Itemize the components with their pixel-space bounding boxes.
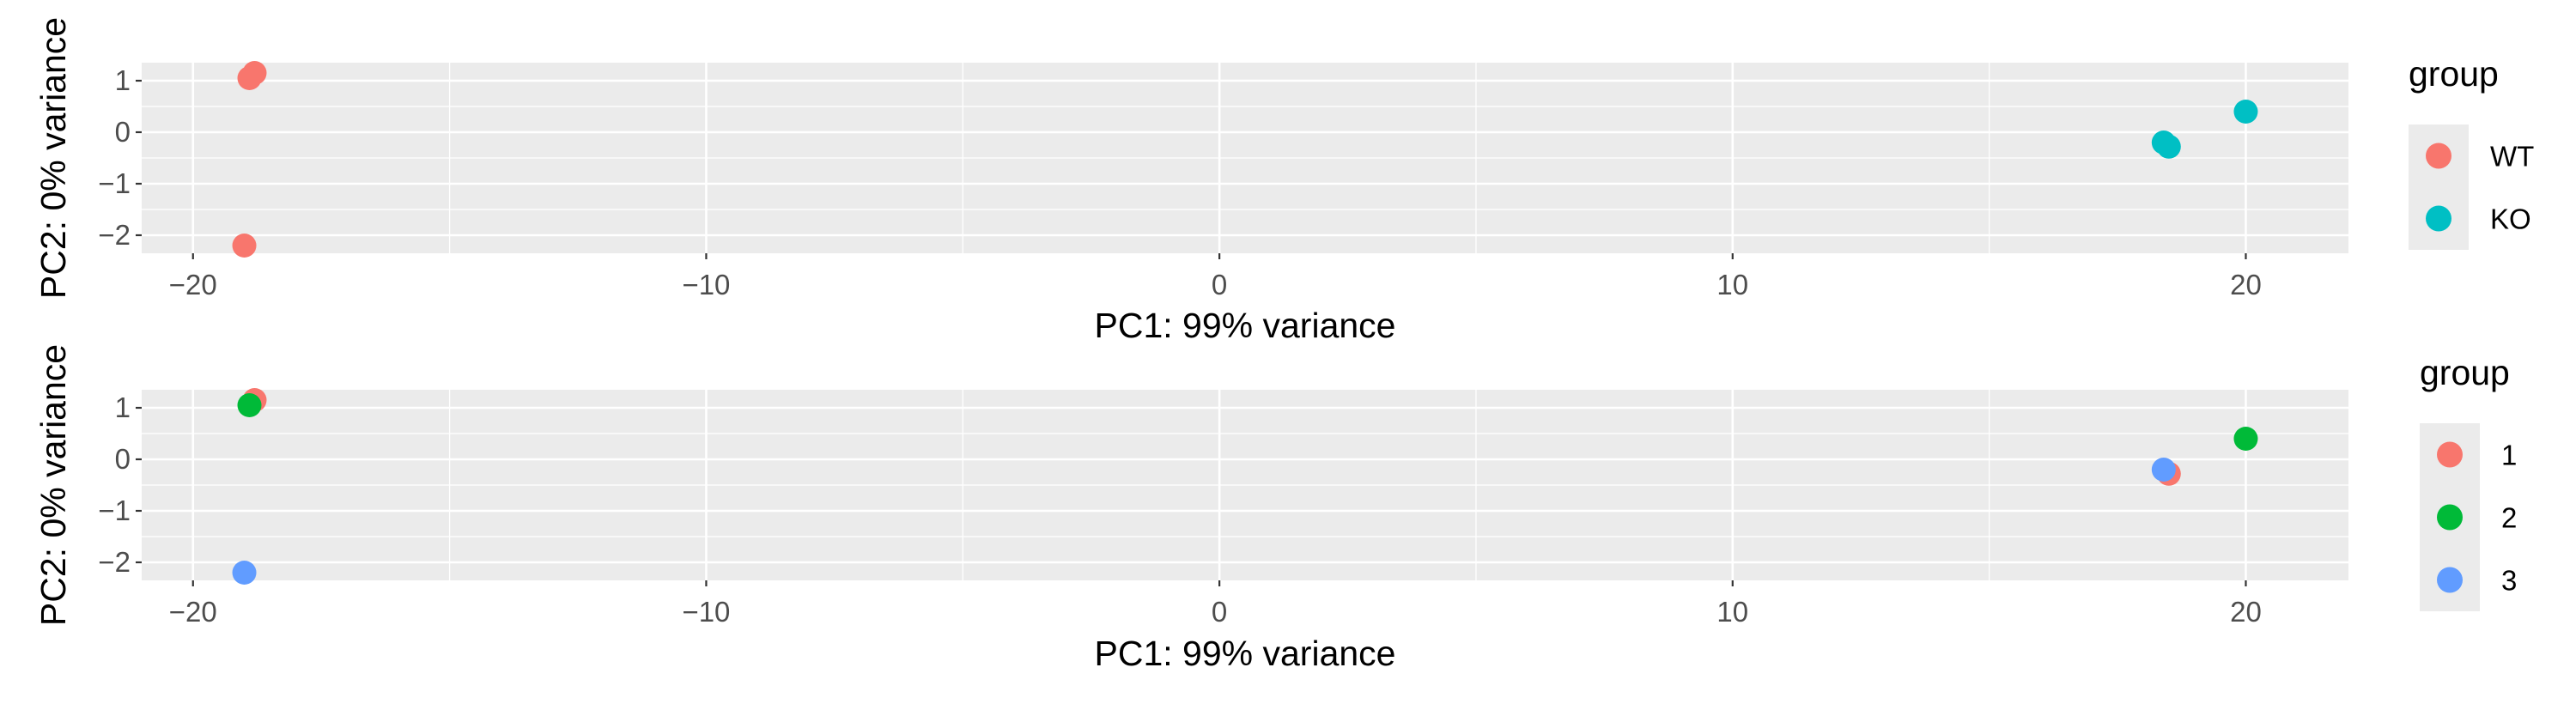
x-tick-label: 20 — [2230, 269, 2262, 300]
x-tick-label: −20 — [169, 269, 217, 300]
legend-key-2 — [2437, 504, 2463, 531]
y-tick-label: 0 — [115, 443, 131, 475]
legend-key-1 — [2437, 441, 2463, 468]
legend-title: group — [2420, 353, 2510, 392]
y-tick-label: −2 — [98, 546, 131, 578]
legend-key-3 — [2437, 567, 2463, 593]
data-point-ko — [2156, 134, 2181, 159]
x-tick-label: −10 — [682, 596, 730, 628]
x-tick-label: 0 — [1212, 269, 1227, 300]
legend: group 1 2 3 — [2420, 353, 2517, 611]
x-tick-label: 10 — [1716, 269, 1748, 300]
x-axis-title: PC1: 99% variance — [1095, 306, 1396, 345]
legend: group WT KO — [2409, 54, 2534, 250]
data-point-ko — [2233, 100, 2258, 124]
data-point-wt — [232, 234, 257, 258]
data-point-2 — [237, 393, 262, 417]
data-point-3 — [2151, 458, 2176, 482]
x-tick-label: 20 — [2230, 596, 2262, 628]
legend-key-wt — [2426, 143, 2451, 169]
x-axis-title: PC1: 99% variance — [1095, 634, 1396, 673]
y-axis-title: PC2: 0% variance — [33, 344, 73, 626]
legend-label: 2 — [2501, 502, 2517, 534]
y-axis-title: PC2: 0% variance — [33, 17, 73, 299]
legend-label: KO — [2490, 203, 2531, 235]
y-tick-label: 1 — [115, 391, 131, 423]
legend-label: 3 — [2501, 565, 2517, 597]
y-tick-label: −1 — [98, 167, 131, 199]
data-point-wt — [237, 66, 262, 90]
legend-key-ko — [2426, 205, 2451, 232]
x-tick-label: 0 — [1212, 596, 1227, 628]
x-tick-label: 10 — [1716, 596, 1748, 628]
y-tick-label: 1 — [115, 64, 131, 96]
y-tick-label: −1 — [98, 495, 131, 526]
x-tick-label: −20 — [169, 596, 217, 628]
y-tick-label: −2 — [98, 219, 131, 251]
data-point-3 — [232, 561, 257, 585]
legend-label: WT — [2490, 141, 2534, 173]
legend-title: group — [2409, 54, 2499, 94]
legend-label: 1 — [2501, 440, 2517, 471]
data-point-2 — [2233, 427, 2258, 451]
x-tick-label: −10 — [682, 269, 730, 300]
y-tick-label: 0 — [115, 116, 131, 148]
